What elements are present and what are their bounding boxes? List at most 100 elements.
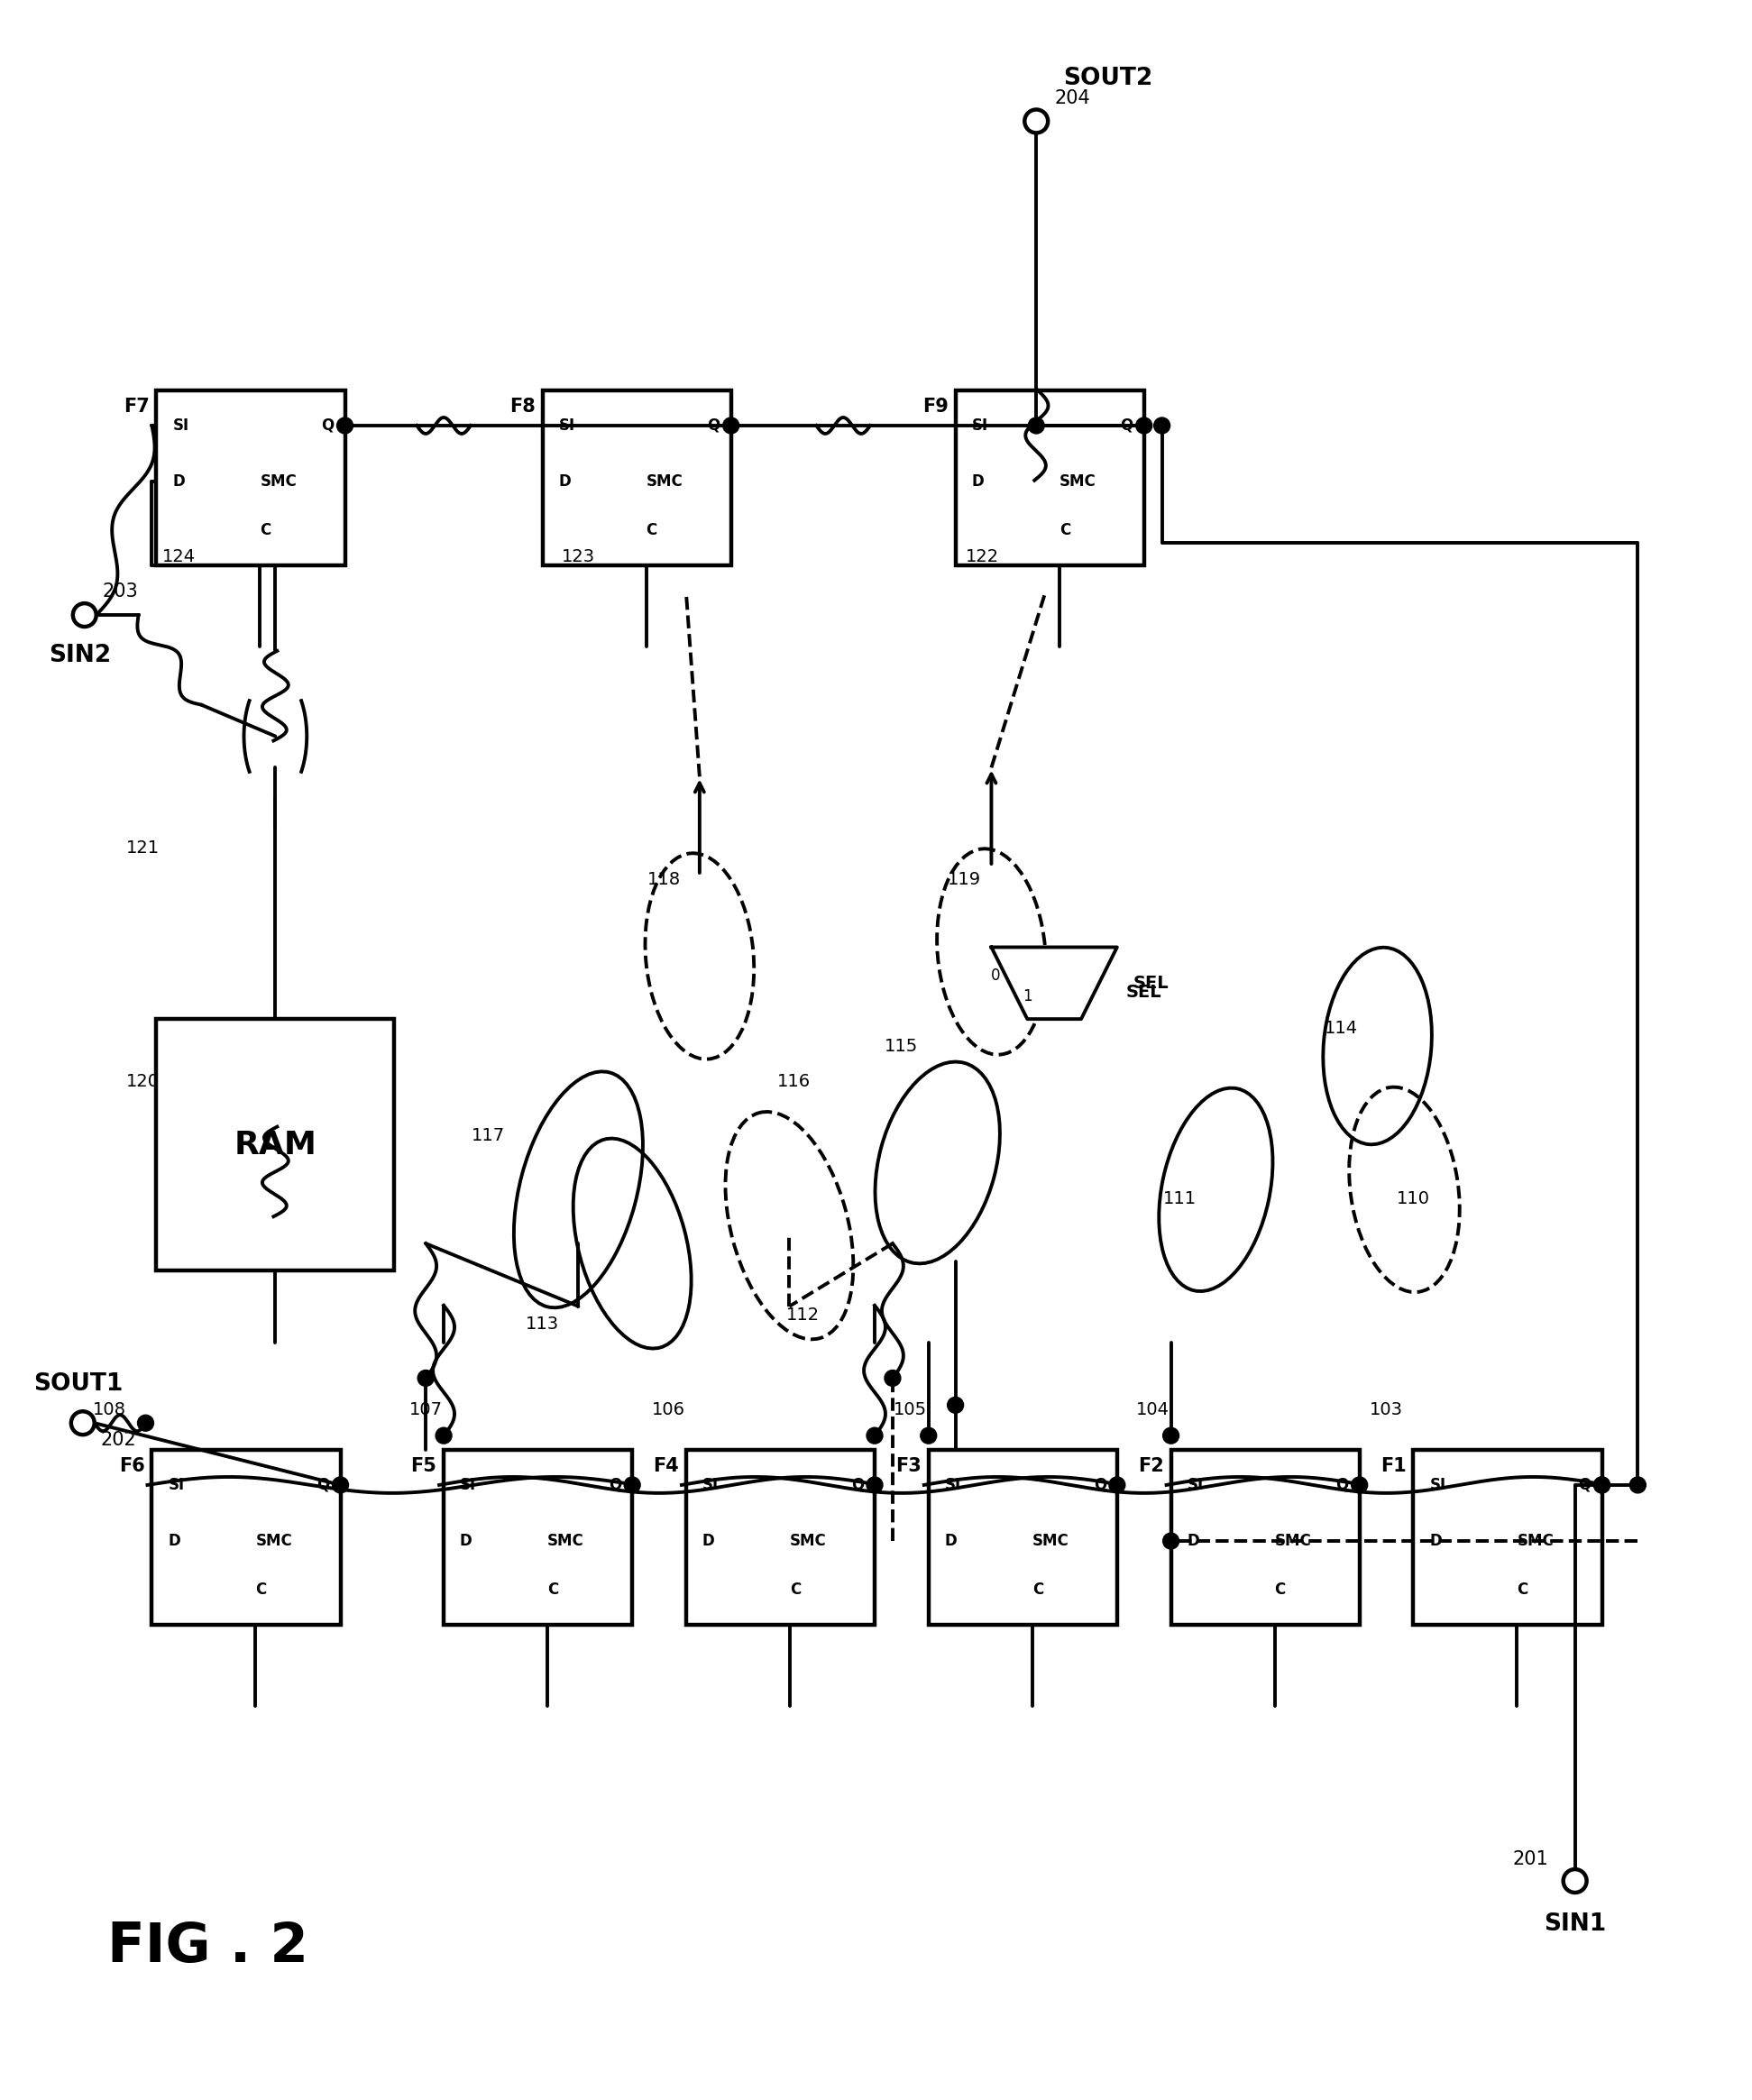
Circle shape — [333, 1476, 349, 1493]
Text: F5: F5 — [410, 1457, 436, 1474]
Text: C: C — [259, 523, 272, 540]
Text: SOUT2: SOUT2 — [1063, 67, 1153, 90]
Circle shape — [948, 1396, 964, 1413]
Text: SI: SI — [972, 418, 988, 435]
Text: Q: Q — [1093, 1476, 1106, 1493]
Text: Q: Q — [1335, 1476, 1349, 1493]
Bar — [1414, 1449, 1601, 1625]
Circle shape — [417, 1369, 434, 1386]
Bar — [152, 1449, 340, 1625]
Text: SI: SI — [1188, 1476, 1204, 1493]
Text: C: C — [256, 1581, 266, 1598]
Text: D: D — [459, 1533, 473, 1550]
Text: 201: 201 — [1512, 1850, 1549, 1869]
Text: C: C — [646, 523, 657, 540]
Text: SMC: SMC — [1060, 472, 1097, 489]
Circle shape — [74, 603, 96, 626]
Text: 204: 204 — [1055, 88, 1090, 107]
Text: SIN2: SIN2 — [49, 645, 110, 668]
Text: F4: F4 — [653, 1457, 680, 1474]
Text: 1: 1 — [1023, 989, 1032, 1004]
Text: SMC: SMC — [1517, 1533, 1554, 1550]
Circle shape — [1135, 418, 1153, 435]
Text: 103: 103 — [1370, 1401, 1403, 1418]
Text: 107: 107 — [408, 1401, 443, 1418]
Text: F9: F9 — [922, 397, 948, 416]
Text: SIN1: SIN1 — [1544, 1913, 1607, 1936]
Text: 119: 119 — [948, 872, 981, 888]
Text: C: C — [790, 1581, 801, 1598]
Text: C: C — [1060, 523, 1070, 540]
Text: D: D — [1430, 1533, 1442, 1550]
Circle shape — [1594, 1476, 1610, 1493]
Text: 202: 202 — [100, 1430, 137, 1449]
Bar — [1170, 1449, 1360, 1625]
Bar — [955, 391, 1144, 565]
Bar — [443, 1449, 632, 1625]
Text: D: D — [168, 1533, 180, 1550]
Text: RAM: RAM — [235, 1130, 317, 1159]
Circle shape — [885, 1369, 901, 1386]
Circle shape — [436, 1428, 452, 1443]
Text: 122: 122 — [965, 548, 999, 565]
Text: SMC: SMC — [1032, 1533, 1069, 1550]
Circle shape — [920, 1428, 937, 1443]
Circle shape — [1109, 1476, 1125, 1493]
Text: 111: 111 — [1163, 1191, 1197, 1208]
Text: 104: 104 — [1137, 1401, 1170, 1418]
Circle shape — [1163, 1428, 1179, 1443]
Circle shape — [1629, 1476, 1645, 1493]
Bar — [687, 1449, 874, 1625]
Text: 106: 106 — [652, 1401, 685, 1418]
Text: SMC: SMC — [259, 472, 296, 489]
Text: SI: SI — [1430, 1476, 1445, 1493]
Text: Q: Q — [317, 1476, 329, 1493]
Circle shape — [867, 1476, 883, 1493]
Text: F7: F7 — [123, 397, 149, 416]
Text: SI: SI — [703, 1476, 718, 1493]
Text: Q: Q — [321, 418, 335, 435]
Text: D: D — [703, 1533, 715, 1550]
Text: 121: 121 — [126, 840, 159, 857]
Text: SI: SI — [172, 418, 189, 435]
Text: 116: 116 — [778, 1073, 811, 1090]
Text: SMC: SMC — [547, 1533, 583, 1550]
Text: SOUT1: SOUT1 — [33, 1373, 123, 1396]
Text: 105: 105 — [894, 1401, 927, 1418]
Circle shape — [1351, 1476, 1368, 1493]
Text: 123: 123 — [562, 548, 596, 565]
Text: D: D — [172, 472, 186, 489]
Circle shape — [1028, 418, 1044, 435]
Circle shape — [1163, 1533, 1179, 1550]
Text: 113: 113 — [526, 1317, 559, 1334]
Text: 112: 112 — [787, 1306, 820, 1323]
Text: 114: 114 — [1325, 1018, 1358, 1037]
Text: FIG . 2: FIG . 2 — [107, 1919, 308, 1974]
Text: Q: Q — [851, 1476, 864, 1493]
Circle shape — [1155, 418, 1170, 435]
Text: F1: F1 — [1381, 1457, 1407, 1474]
Text: 124: 124 — [163, 548, 196, 565]
Text: 0: 0 — [992, 968, 1000, 985]
Circle shape — [624, 1476, 639, 1493]
Text: D: D — [944, 1533, 957, 1550]
Text: 120: 120 — [126, 1073, 159, 1090]
Circle shape — [72, 1411, 95, 1434]
Text: C: C — [1275, 1581, 1286, 1598]
Text: C: C — [1517, 1581, 1528, 1598]
Text: C: C — [547, 1581, 559, 1598]
Text: D: D — [559, 472, 571, 489]
Text: SEL: SEL — [1127, 983, 1162, 1002]
Circle shape — [138, 1415, 154, 1430]
Text: SI: SI — [168, 1476, 184, 1493]
Text: Q: Q — [708, 418, 720, 435]
Text: 118: 118 — [646, 872, 680, 888]
Polygon shape — [992, 947, 1118, 1018]
Circle shape — [336, 418, 352, 435]
Bar — [543, 391, 731, 565]
Circle shape — [1563, 1869, 1587, 1892]
Text: SMC: SMC — [790, 1533, 827, 1550]
Text: D: D — [1188, 1533, 1200, 1550]
Circle shape — [724, 418, 739, 435]
Text: SMC: SMC — [256, 1533, 293, 1550]
